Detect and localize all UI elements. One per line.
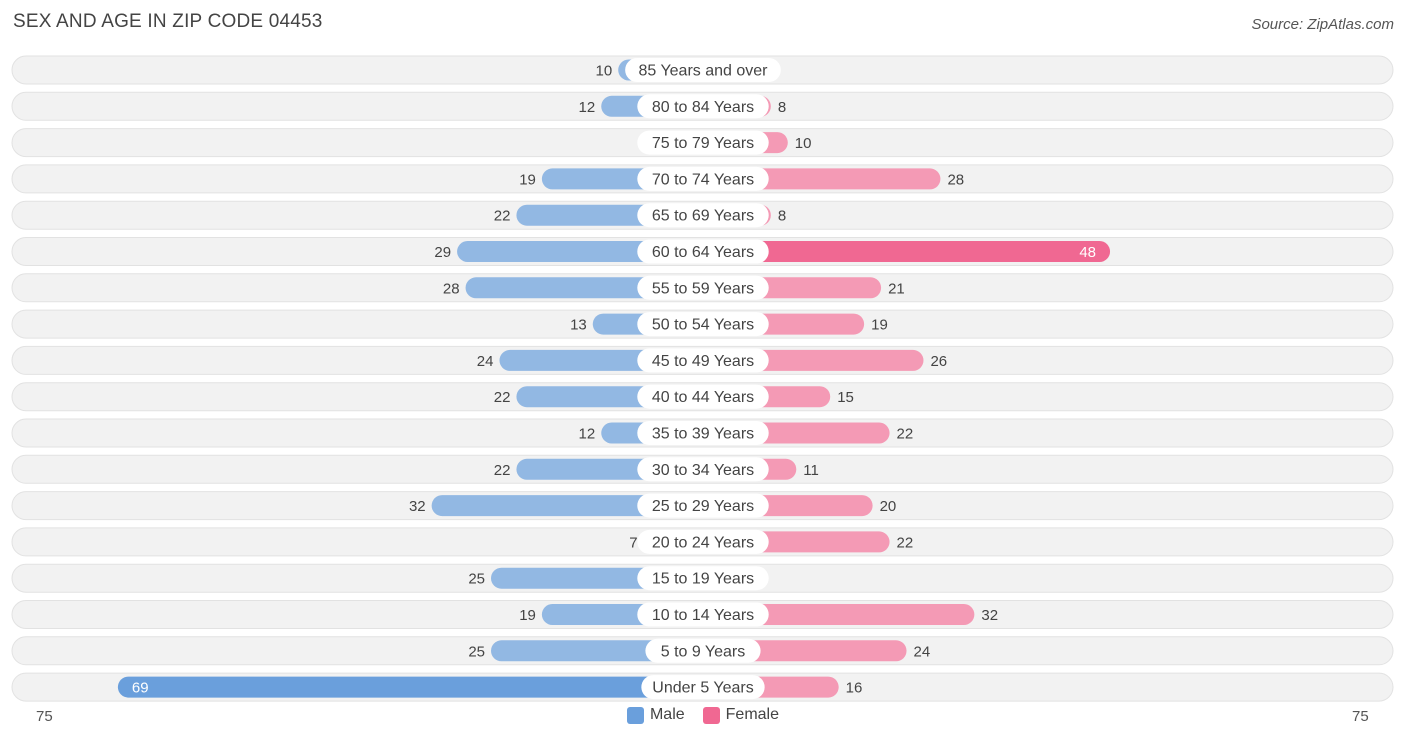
female-value-label: 22 [897, 426, 914, 443]
male-value-label: 12 [579, 426, 596, 443]
category-label-background [637, 602, 769, 627]
male-value-label: 10 [596, 63, 613, 80]
female-value-label: 48 [1079, 244, 1096, 261]
category-label-background [637, 384, 769, 409]
legend-item-male[interactable]: Male [626, 706, 685, 724]
male-value-label: 12 [579, 99, 596, 116]
category-label-background [637, 312, 769, 337]
category-label-background [637, 529, 769, 554]
legend-swatch-female [702, 706, 720, 724]
legend: Male Female [0, 706, 1406, 724]
category-label-background [637, 239, 769, 264]
category-label: 45 to 49 Years [652, 353, 754, 370]
category-label-background [637, 348, 769, 373]
female-value-label: 22 [897, 534, 914, 551]
category-label: 5 to 9 Years [661, 643, 746, 660]
category-label: 20 to 24 Years [652, 534, 754, 551]
female-value-label: 20 [880, 498, 897, 515]
male-bar [117, 676, 703, 698]
chart-title: SEX AND AGE IN ZIP CODE 04453 [13, 11, 323, 32]
male-value-label: 69 [132, 680, 149, 697]
category-label: 65 to 69 Years [652, 208, 754, 225]
category-label-background [637, 130, 769, 155]
category-label: 60 to 64 Years [652, 244, 754, 261]
female-value-label: 28 [947, 171, 964, 188]
female-value-label: 24 [914, 643, 931, 660]
male-bar [431, 495, 703, 517]
male-value-label: 29 [434, 244, 451, 261]
category-label-background [637, 493, 769, 518]
male-value-label: 32 [409, 498, 426, 515]
female-bar [703, 241, 1111, 262]
male-value-label: 7 [629, 534, 637, 551]
female-value-label: 10 [795, 135, 812, 152]
legend-item-female[interactable]: Female [702, 706, 780, 724]
legend-label-female: Female [725, 706, 780, 723]
category-label-background [625, 58, 781, 82]
category-label-background [645, 638, 761, 663]
male-value-label: 22 [494, 462, 511, 479]
male-value-label: 25 [468, 643, 485, 660]
male-value-label: 28 [443, 280, 460, 297]
category-label: 15 to 19 Years [652, 571, 754, 588]
category-label: 25 to 29 Years [652, 498, 754, 515]
category-label: 80 to 84 Years [652, 99, 754, 116]
female-value-label: 16 [846, 680, 863, 697]
axis-tick-right: 75 [1352, 708, 1369, 725]
male-value-label: 19 [519, 171, 536, 188]
male-value-label: 24 [477, 353, 494, 370]
male-value-label: 22 [494, 389, 511, 406]
male-value-label: 25 [468, 571, 485, 588]
category-label: 50 to 54 Years [652, 317, 754, 334]
female-value-label: 15 [837, 389, 854, 406]
male-value-label: 19 [519, 607, 536, 624]
category-label: 75 to 79 Years [652, 135, 754, 152]
female-value-label: 19 [871, 317, 888, 334]
male-value-label: 13 [570, 317, 587, 334]
category-label: 30 to 34 Years [652, 462, 754, 479]
category-label: 70 to 74 Years [652, 171, 754, 188]
female-value-label: 32 [981, 607, 998, 624]
category-label-background [637, 94, 769, 119]
category-label-background [637, 275, 769, 300]
female-value-label: 11 [803, 462, 819, 479]
female-value-label: 26 [930, 353, 947, 370]
category-label: 55 to 59 Years [652, 280, 754, 297]
female-value-label: 8 [778, 99, 786, 116]
legend-label-male: Male [649, 706, 685, 723]
source-label: Source: ZipAtlas.com [1251, 16, 1394, 33]
female-value-label: 8 [778, 208, 786, 225]
category-label: 35 to 39 Years [652, 426, 754, 443]
legend-swatch-male [626, 706, 644, 724]
category-label: 40 to 44 Years [652, 389, 754, 406]
category-label: Under 5 Years [652, 680, 753, 697]
category-label-background [637, 457, 769, 482]
category-label-background [637, 166, 769, 191]
axis-tick-left: 75 [36, 708, 53, 725]
category-label-background [641, 675, 765, 700]
category-label-background [637, 421, 769, 445]
category-label: 10 to 14 Years [652, 607, 754, 624]
category-label-background [637, 203, 769, 228]
male-value-label: 22 [494, 208, 511, 225]
female-bar [703, 604, 975, 625]
category-label: 85 Years and over [639, 63, 769, 80]
category-label-background [637, 566, 769, 591]
female-value-label: 21 [888, 280, 905, 297]
